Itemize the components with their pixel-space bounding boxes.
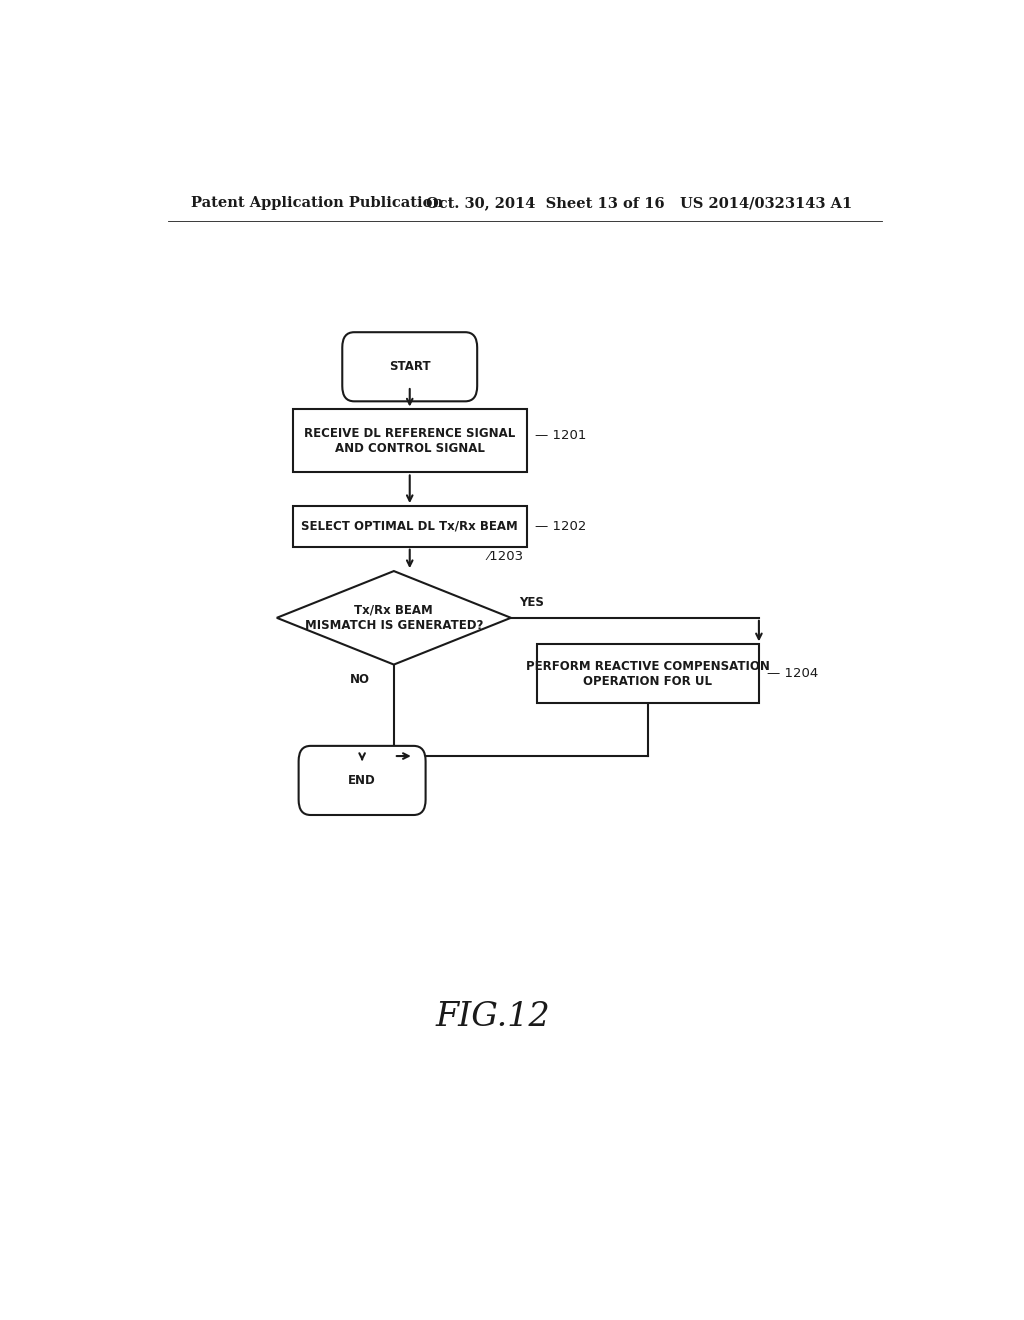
Text: SELECT OPTIMAL DL Tx/Rx BEAM: SELECT OPTIMAL DL Tx/Rx BEAM (301, 520, 518, 533)
Text: RECEIVE DL REFERENCE SIGNAL
AND CONTROL SIGNAL: RECEIVE DL REFERENCE SIGNAL AND CONTROL … (304, 426, 515, 455)
Text: — 1202: — 1202 (535, 520, 586, 533)
Text: NO: NO (350, 673, 371, 686)
Text: Tx/Rx BEAM
MISMATCH IS GENERATED?: Tx/Rx BEAM MISMATCH IS GENERATED? (305, 603, 483, 632)
Text: Patent Application Publication: Patent Application Publication (191, 197, 443, 210)
Bar (293, 409, 526, 473)
Polygon shape (276, 572, 511, 664)
Bar (537, 644, 759, 704)
Text: ⁄1203: ⁄1203 (487, 550, 523, 562)
Text: START: START (389, 360, 430, 374)
Text: END: END (348, 774, 376, 787)
Text: US 2014/0323143 A1: US 2014/0323143 A1 (680, 197, 852, 210)
Text: YES: YES (519, 595, 544, 609)
Bar (293, 506, 526, 546)
Text: Oct. 30, 2014  Sheet 13 of 16: Oct. 30, 2014 Sheet 13 of 16 (426, 197, 665, 210)
Text: — 1201: — 1201 (535, 429, 586, 442)
FancyBboxPatch shape (342, 333, 477, 401)
Text: — 1204: — 1204 (767, 667, 818, 680)
Text: PERFORM REACTIVE COMPENSATION
OPERATION FOR UL: PERFORM REACTIVE COMPENSATION OPERATION … (526, 660, 770, 688)
Text: FIG.12: FIG.12 (435, 1002, 551, 1034)
FancyBboxPatch shape (299, 746, 426, 814)
